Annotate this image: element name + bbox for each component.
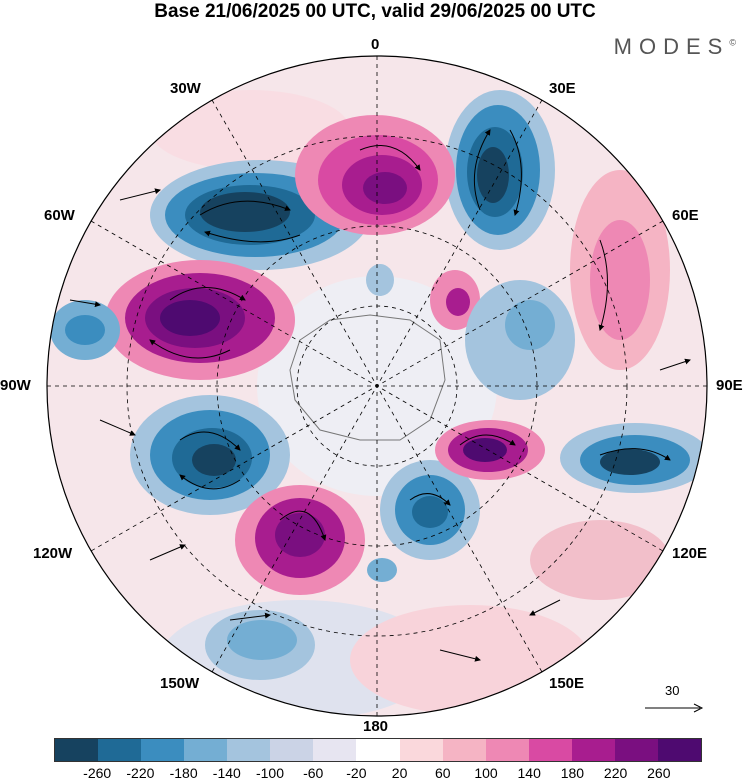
colorbar-swatch (571, 739, 615, 761)
colorbar-label: 180 (560, 765, 585, 781)
colorbar-label: -260 (83, 765, 112, 781)
logo-text: MODES (613, 34, 730, 59)
colorbar-label: 60 (435, 765, 451, 781)
lon-label-120e: 120E (672, 545, 708, 562)
anomaly-field (47, 56, 707, 716)
colorbar-swatch (98, 739, 142, 761)
colorbar-swatch (657, 739, 701, 761)
map-title: Base 21/06/2025 00 UTC, valid 29/06/2025… (154, 1, 596, 22)
map-boundary (46, 55, 708, 717)
lon-label-90w: 90W (0, 377, 31, 394)
colorbar-label: 220 (603, 765, 628, 781)
lon-label-90e: 90E (716, 377, 743, 394)
colorbar-label: -140 (212, 765, 241, 781)
colorbar-swatch (614, 739, 658, 761)
lon-label-0: 0 (371, 36, 380, 53)
colorbar-label: -100 (255, 765, 285, 781)
modes-logo: MODES© (614, 34, 736, 60)
colorbar-label: 20 (391, 765, 408, 781)
colorbar (54, 738, 702, 762)
colorbar-swatch (313, 739, 357, 761)
colorbar-swatch (141, 739, 185, 761)
lon-label-30e: 30E (549, 80, 576, 97)
lon-label-180: 180 (363, 718, 389, 735)
lon-label-120w: 120W (33, 545, 73, 562)
colorbar-swatch (55, 739, 99, 761)
graticule (47, 56, 707, 716)
colorbar-swatch (356, 739, 400, 761)
colorbar-label: 100 (474, 765, 498, 781)
colorbar-swatch (399, 739, 443, 761)
colorbar-label: 140 (517, 765, 541, 781)
colorbar-label: -180 (169, 765, 198, 781)
colorbar-swatch (442, 739, 486, 761)
colorbar-swatch (270, 739, 314, 761)
colorbar-swatch (184, 739, 228, 761)
vector-reference-arrow (645, 703, 704, 713)
vector-reference: 30 (640, 683, 710, 723)
colorbar-label: -220 (126, 765, 155, 781)
colorbar-label: -60 (303, 765, 324, 781)
colorbar-swatch (528, 739, 572, 761)
lon-label-60e: 60E (672, 207, 699, 224)
colorbar-swatch (227, 739, 271, 761)
lon-label-150w: 150W (160, 675, 200, 692)
lon-label-30w: 30W (170, 80, 201, 97)
colorbar-swatch (485, 739, 529, 761)
colorbar-label: 260 (647, 765, 671, 781)
logo-mark: © (729, 37, 736, 48)
lon-label-60w: 60W (44, 207, 75, 224)
colorbar-labels: -260 -220 -180 -140 -100 -60 -20 20 60 100 140 180 2… (0, 765, 750, 783)
lon-label-150e: 150E (549, 675, 585, 692)
vector-reference-label: 30 (665, 683, 680, 698)
colorbar-label: -20 (346, 765, 367, 781)
